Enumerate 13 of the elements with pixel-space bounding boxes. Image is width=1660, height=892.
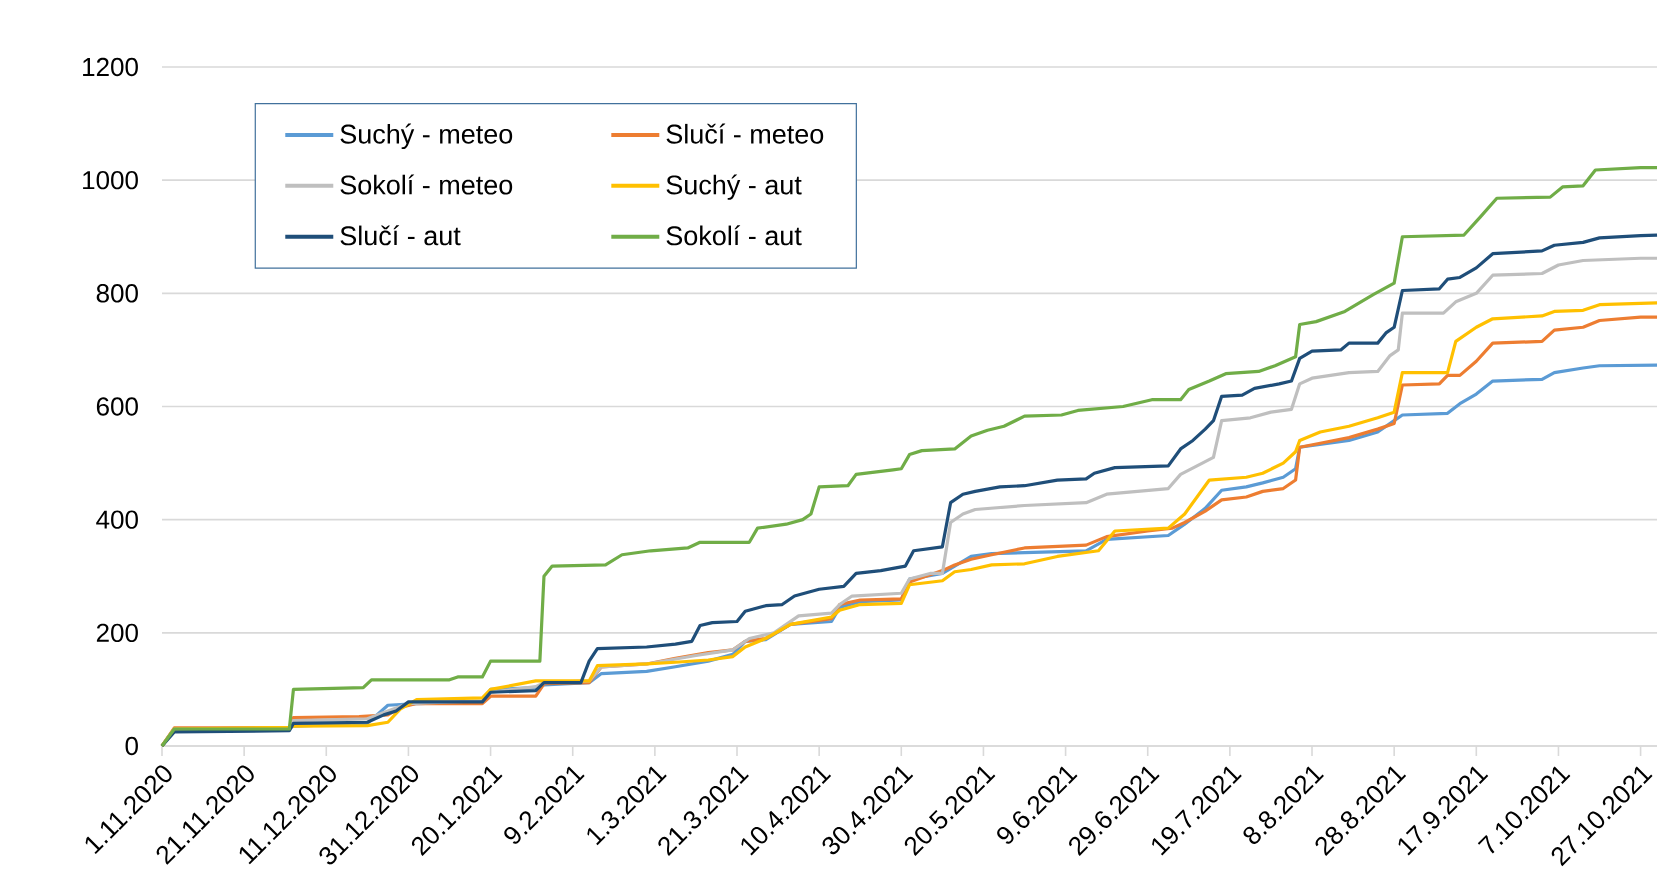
legend-label: Suchý - meteo	[340, 123, 513, 150]
y-tick-label: 200	[96, 623, 138, 643]
legend-label: Sokolí - aut	[666, 225, 802, 246]
legend-label: Slučí - aut	[340, 225, 461, 246]
legend-label: Slučí - meteo	[666, 123, 824, 144]
y-tick-label: 1000	[83, 170, 138, 190]
y-tick-label: 1200	[83, 57, 138, 77]
legend-label: Sokolí - meteo	[340, 174, 513, 195]
y-tick-label: 800	[96, 284, 138, 303]
y-tick-label: 400	[96, 510, 138, 529]
y-tick-label: 0	[125, 736, 138, 756]
legend-label: Suchý - aut	[666, 174, 802, 200]
y-tick-label: 600	[96, 397, 138, 416]
